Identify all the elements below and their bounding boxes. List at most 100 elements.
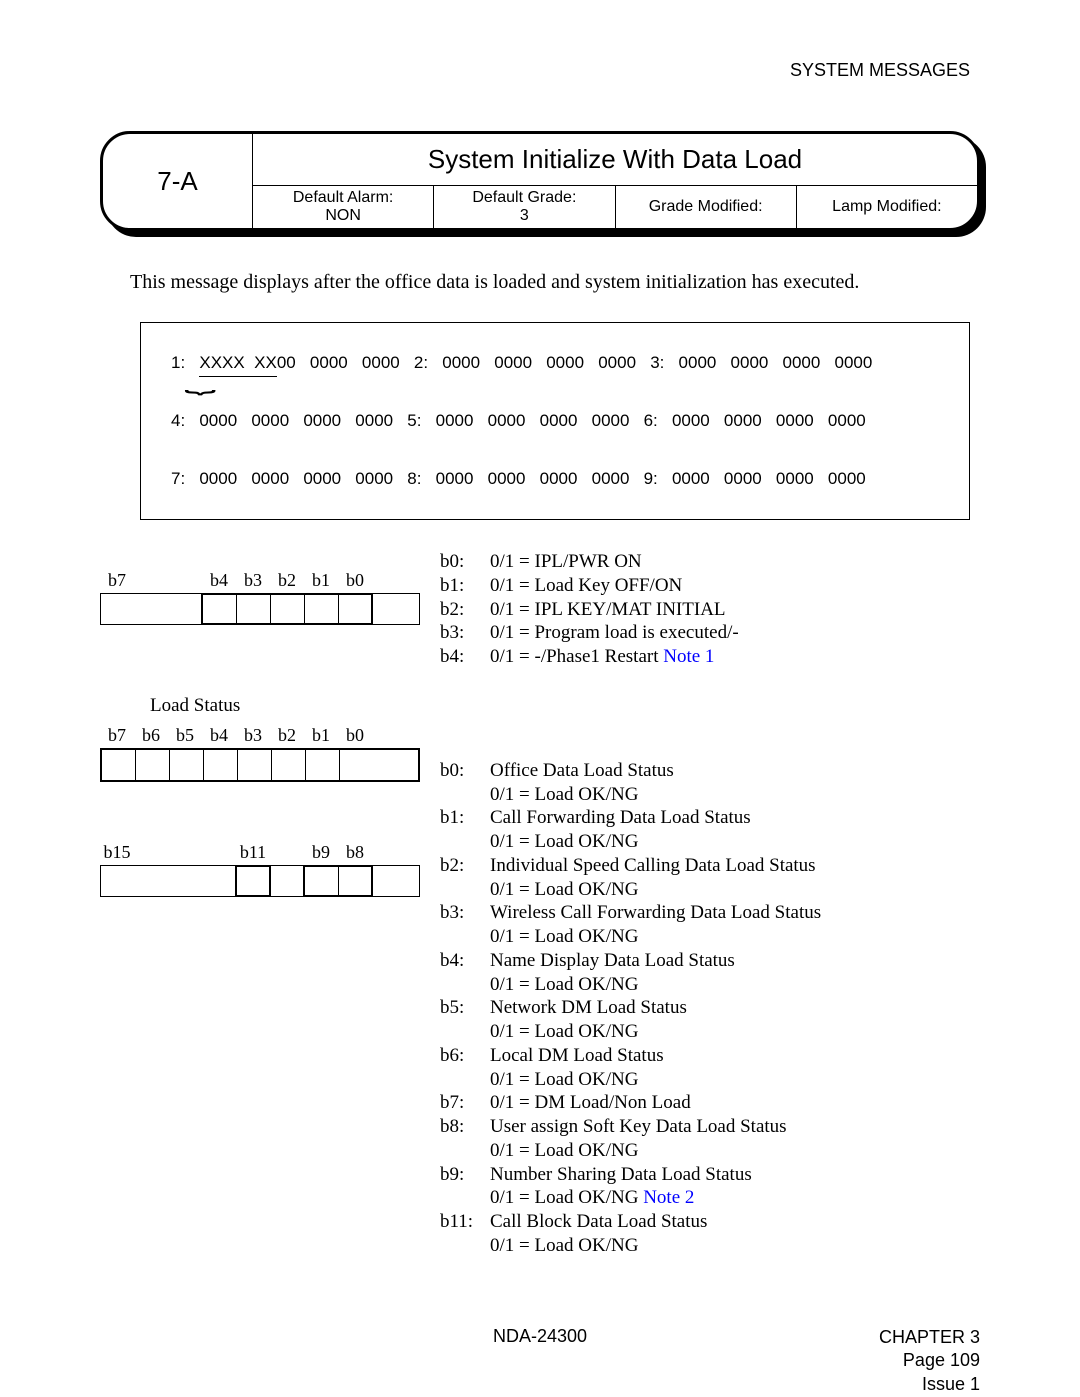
bit-definitions: b0:0/1 = IPL/PWR ONb1:0/1 = Load Key OFF… — [420, 550, 980, 1258]
def-grade-mod: Grade Modified: — [616, 186, 797, 228]
bit-definition: b1:Call Forwarding Data Load Status — [440, 806, 980, 830]
message-title: System Initialize With Data Load — [253, 134, 977, 186]
bit-definition-sub: 0/1 = Load OK/NG — [440, 1139, 980, 1163]
bit-label: b6 — [134, 725, 168, 746]
bit-label — [270, 842, 304, 863]
hex-dump-box: 1: XXXX XX00 0000 0000 2: 0000 0000 0000… — [140, 322, 970, 520]
bit-def-label: b4: — [440, 645, 490, 669]
bit-def-label: b11: — [440, 1210, 490, 1234]
bit-def-label: b1: — [440, 574, 490, 598]
bit-definition: b9:Number Sharing Data Load Status — [440, 1163, 980, 1187]
bit-label: b7 — [100, 725, 134, 746]
message-description: This message displays after the office d… — [130, 271, 980, 294]
def-label: Default Alarm: — [253, 189, 433, 207]
bit-label: b0 — [338, 570, 372, 591]
def-label: Default Grade: — [434, 189, 614, 207]
bit-label: b15 — [100, 842, 134, 863]
bit-def-label: b5: — [440, 996, 490, 1020]
bit-label: b11 — [236, 842, 270, 863]
bit-definition-sub: 0/1 = Load OK/NG — [440, 925, 980, 949]
bit-def-text: User assign Soft Key Data Load Status — [490, 1115, 980, 1139]
def-alarm: Default Alarm: NON — [253, 186, 434, 228]
bit-definition: b0:Office Data Load Status — [440, 759, 980, 783]
bit-definition-sub: 0/1 = Load OK/NG — [440, 1020, 980, 1044]
footer-page: Page 109 — [879, 1349, 980, 1372]
bit-def-label: b4: — [440, 949, 490, 973]
page-header-section: SYSTEM MESSAGES — [100, 60, 980, 81]
bit-label — [134, 842, 168, 863]
title-block: 7-A System Initialize With Data Load Def… — [100, 131, 980, 231]
bit-label: b5 — [168, 725, 202, 746]
bit-def-text: Office Data Load Status — [490, 759, 980, 783]
hex-line: 1: XXXX XX00 0000 0000 2: 0000 0000 0000… — [171, 353, 939, 373]
bit-definition-sub: 0/1 = Load OK/NG Note 2 — [440, 1186, 980, 1210]
bit-def-text: 0/1 = -/Phase1 Restart Note 1 — [490, 645, 980, 669]
bit-def-text: 0/1 = IPL/PWR ON — [490, 550, 980, 574]
bit-label: b1 — [304, 570, 338, 591]
def-grade: Default Grade: 3 — [434, 186, 615, 228]
bit-def-label: b1: — [440, 806, 490, 830]
def-lamp-mod: Lamp Modified: — [797, 186, 977, 228]
bit-row — [100, 748, 420, 782]
bit-def-label: b8: — [440, 1115, 490, 1139]
bit-label — [134, 570, 168, 591]
bit-label: b0 — [338, 725, 372, 746]
bit-definition-sub: 0/1 = Load OK/NG — [440, 973, 980, 997]
bit-def-text: Call Block Data Load Status — [490, 1210, 980, 1234]
bit-definition: b6:Local DM Load Status — [440, 1044, 980, 1068]
bit-definition: b8:User assign Soft Key Data Load Status — [440, 1115, 980, 1139]
bit-label: b4 — [202, 570, 236, 591]
bit-definition: b7:0/1 = DM Load/Non Load — [440, 1091, 980, 1115]
bit-label: b3 — [236, 570, 270, 591]
hex-line: 4: 0000 0000 0000 0000 5: 0000 0000 0000… — [171, 411, 939, 431]
bit-definition: b1:0/1 = Load Key OFF/ON — [440, 574, 980, 598]
bit-def-text: 0/1 = Program load is executed/- — [490, 621, 980, 645]
bit-definition-sub: 0/1 = Load OK/NG — [440, 783, 980, 807]
bit-table-1: b7 b4 b3 b2 b1 b0 — [100, 570, 420, 625]
hex-line: 7: 0000 0000 0000 0000 8: 0000 0000 0000… — [171, 469, 939, 489]
bit-def-label: b3: — [440, 621, 490, 645]
bit-def-label: b0: — [440, 550, 490, 574]
bit-label — [168, 570, 202, 591]
bit-definition: b4:0/1 = -/Phase1 Restart Note 1 — [440, 645, 980, 669]
bit-table-2a: Load Status b7 b6 b5 b4 b3 b2 b1 b0 — [100, 695, 420, 782]
bit-label: b8 — [338, 842, 372, 863]
bit-definition-sub: 0/1 = Load OK/NG — [440, 1234, 980, 1258]
def-label: Lamp Modified: — [797, 198, 977, 216]
bit-table-2b: b15 b11 b9 b8 — [100, 842, 420, 897]
bit-label: b1 — [304, 725, 338, 746]
bit-definition-sub: 0/1 = Load OK/NG — [440, 830, 980, 854]
bit-def-label: b3: — [440, 901, 490, 925]
def-label: Grade Modified: — [616, 198, 796, 216]
bit-label: b4 — [202, 725, 236, 746]
bit-def-label: b2: — [440, 854, 490, 878]
bit-definition: b11:Call Block Data Load Status — [440, 1210, 980, 1234]
bit-row — [100, 593, 420, 625]
bit-label: b2 — [270, 570, 304, 591]
bit-definition: b2:0/1 = IPL KEY/MAT INITIAL — [440, 598, 980, 622]
def-value: NON — [253, 207, 433, 225]
bit-def-label: b7: — [440, 1091, 490, 1115]
load-status-heading: Load Status — [100, 695, 420, 717]
bit-def-text: Number Sharing Data Load Status — [490, 1163, 980, 1187]
bit-def-label: b6: — [440, 1044, 490, 1068]
bit-definition: b4:Name Display Data Load Status — [440, 949, 980, 973]
def-value: 3 — [434, 207, 614, 225]
doc-id: NDA-24300 — [100, 1326, 980, 1347]
bit-label: b3 — [236, 725, 270, 746]
bit-def-text: Name Display Data Load Status — [490, 949, 980, 973]
bit-definition: b5:Network DM Load Status — [440, 996, 980, 1020]
bit-label: b2 — [270, 725, 304, 746]
bit-label — [168, 842, 202, 863]
bit-definition: b3:Wireless Call Forwarding Data Load St… — [440, 901, 980, 925]
bit-def-text: Local DM Load Status — [490, 1044, 980, 1068]
note-link[interactable]: Note 1 — [663, 646, 714, 667]
bit-definition-sub: 0/1 = Load OK/NG — [440, 1068, 980, 1092]
message-code: 7-A — [103, 134, 253, 228]
bit-def-text: 0/1 = Load Key OFF/ON — [490, 574, 980, 598]
bit-label — [202, 842, 236, 863]
footer-issue: Issue 1 — [879, 1373, 980, 1396]
bit-row — [100, 865, 420, 897]
note-link[interactable]: Note 2 — [643, 1187, 694, 1208]
bit-def-text: 0/1 = IPL KEY/MAT INITIAL — [490, 598, 980, 622]
